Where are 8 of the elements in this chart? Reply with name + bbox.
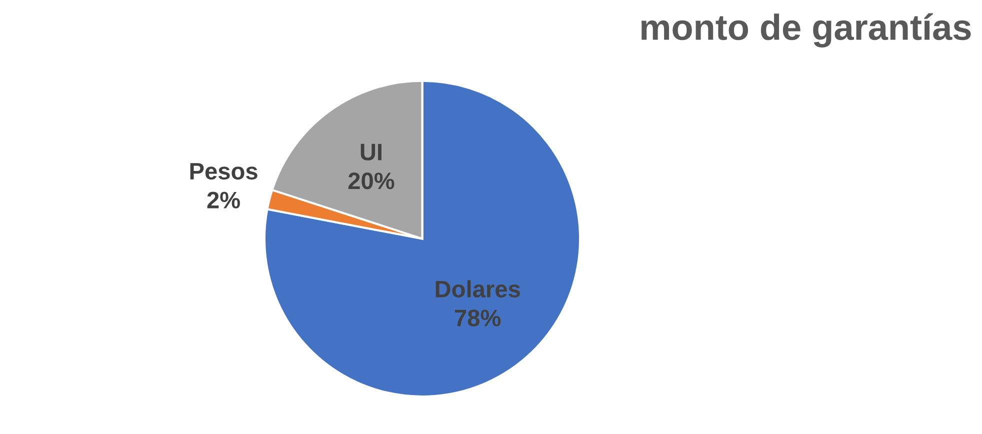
data-label: 78%	[454, 310, 501, 326]
text: monto de garantías	[642, 13, 971, 48]
slice-label: Dolares	[436, 280, 520, 298]
data-label: 20%	[348, 172, 394, 190]
data-label: 2%	[207, 192, 240, 208]
slice-label: Pesos	[190, 163, 258, 180]
pie-slice	[263, 80, 582, 398]
slice-label: UI	[360, 144, 382, 160]
